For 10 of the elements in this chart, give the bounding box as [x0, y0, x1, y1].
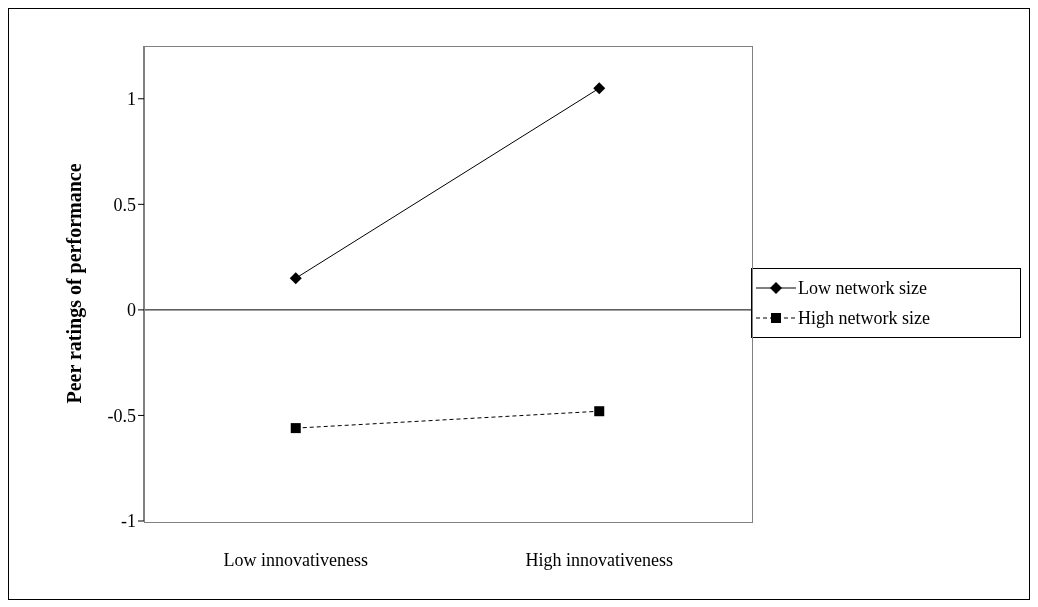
legend-label: High network size: [798, 307, 930, 329]
y-tick-label: 0: [127, 300, 136, 321]
x-tick-label: High innovativeness: [525, 549, 673, 570]
y-tick-label: 1: [127, 89, 136, 110]
x-tick-label: Low innovativeness: [223, 549, 368, 570]
y-tick-label: 0.5: [113, 194, 136, 215]
legend-label: Low network size: [798, 277, 927, 299]
y-tick-label: -0.5: [107, 405, 136, 426]
y-tick-label: -1: [121, 511, 136, 532]
y-axis-title: Peer ratings of performance: [63, 163, 87, 404]
